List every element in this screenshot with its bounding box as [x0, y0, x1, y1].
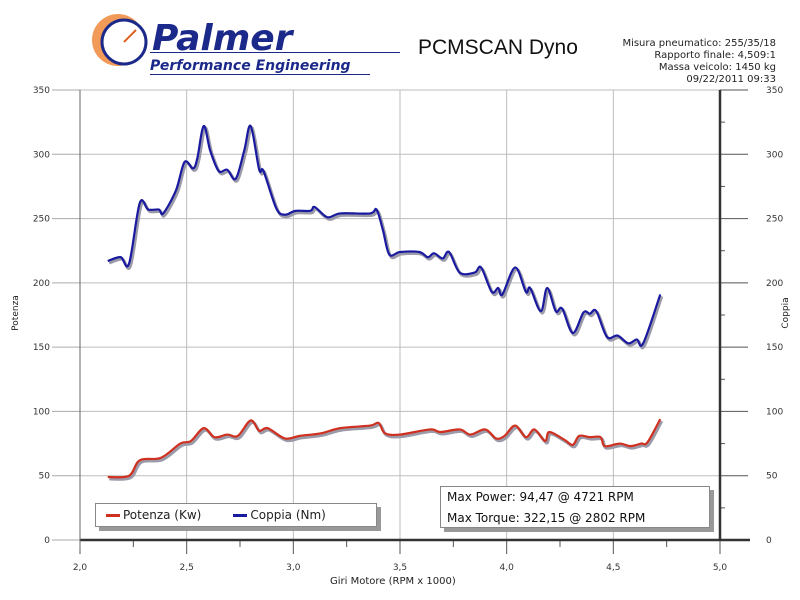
run-metadata: Misura pneumatico: 255/35/18 Rapporto fi… [622, 38, 776, 86]
y-tick-label-left: 150 [33, 343, 50, 353]
x-tick-label: 2,0 [73, 563, 88, 573]
legend-item-power: Potenza (Kw) [106, 508, 201, 522]
grid [79, 89, 721, 541]
y-axis-label-right: Coppia [781, 297, 791, 329]
series-layer [107, 124, 664, 481]
y-tick-label-left: 0 [44, 536, 50, 546]
y-tick-label-left: 100 [33, 407, 50, 417]
y-tick-label-right: 0 [766, 536, 772, 546]
x-tick-label: 3,0 [286, 563, 301, 573]
run-datetime: 09/22/2011 09:33 [686, 74, 776, 85]
legend-item-torque: Coppia (Nm) [233, 508, 326, 522]
palmer-logo: Palmer Performance Engineering [92, 14, 400, 75]
max-torque-text: Max Torque: 322,15 @ 2802 RPM [447, 511, 646, 525]
y-tick-label-right: 250 [766, 215, 783, 225]
x-tick-label: 3,5 [393, 563, 407, 573]
power-swatch [106, 513, 120, 517]
max-values-box: Max Power: 94,47 @ 4721 RPM Max Torque: … [440, 486, 710, 528]
torque-swatch [233, 513, 248, 517]
legend-label-torque: Coppia (Nm) [250, 508, 326, 522]
y-tick-label-right: 350 [766, 86, 783, 96]
y-tick-label-left: 50 [39, 472, 51, 482]
y-tick-label-right: 200 [766, 279, 783, 289]
y-tick-label-left: 300 [33, 150, 50, 160]
vehicle-mass: Massa veicolo: 1450 kg [658, 62, 776, 73]
svg-text:Performance Engineering: Performance Engineering [150, 58, 351, 74]
x-tick-label: 2,5 [180, 563, 194, 573]
x-tick-label: 4,5 [606, 563, 620, 573]
x-axis-label: Giri Motore (RPM x 1000) [330, 576, 456, 587]
x-tick-label: 4,0 [500, 563, 515, 573]
y-tick-label-right: 150 [766, 343, 783, 353]
y-tick-label-left: 200 [33, 279, 50, 289]
axes: 0 0 50 50 100 100 150 150 200 200 250 250 300 300 350 3… [33, 86, 784, 573]
legend: Potenza (Kw) Coppia (Nm) [95, 503, 377, 527]
y-tick-label-right: 300 [766, 150, 783, 160]
legend-label-power: Potenza (Kw) [123, 508, 202, 522]
y-tick-label-right: 50 [766, 472, 778, 482]
y-axis-label-left: Potenza [11, 295, 21, 331]
max-power-text: Max Power: 94,47 @ 4721 RPM [447, 490, 634, 504]
y-tick-label-left: 250 [33, 215, 50, 225]
chart-title: PCMSCAN Dyno [418, 36, 578, 59]
torque-curve [107, 124, 662, 347]
y-tick-label-left: 350 [33, 86, 50, 96]
power-curve [107, 418, 662, 479]
final-ratio: Rapporto finale: 4,509:1 [654, 50, 776, 61]
x-tick-label: 5,0 [713, 563, 728, 573]
power-curve-shadow [109, 420, 664, 481]
y-tick-label-right: 100 [766, 407, 783, 417]
tire-size: Misura pneumatico: 255/35/18 [622, 38, 776, 49]
